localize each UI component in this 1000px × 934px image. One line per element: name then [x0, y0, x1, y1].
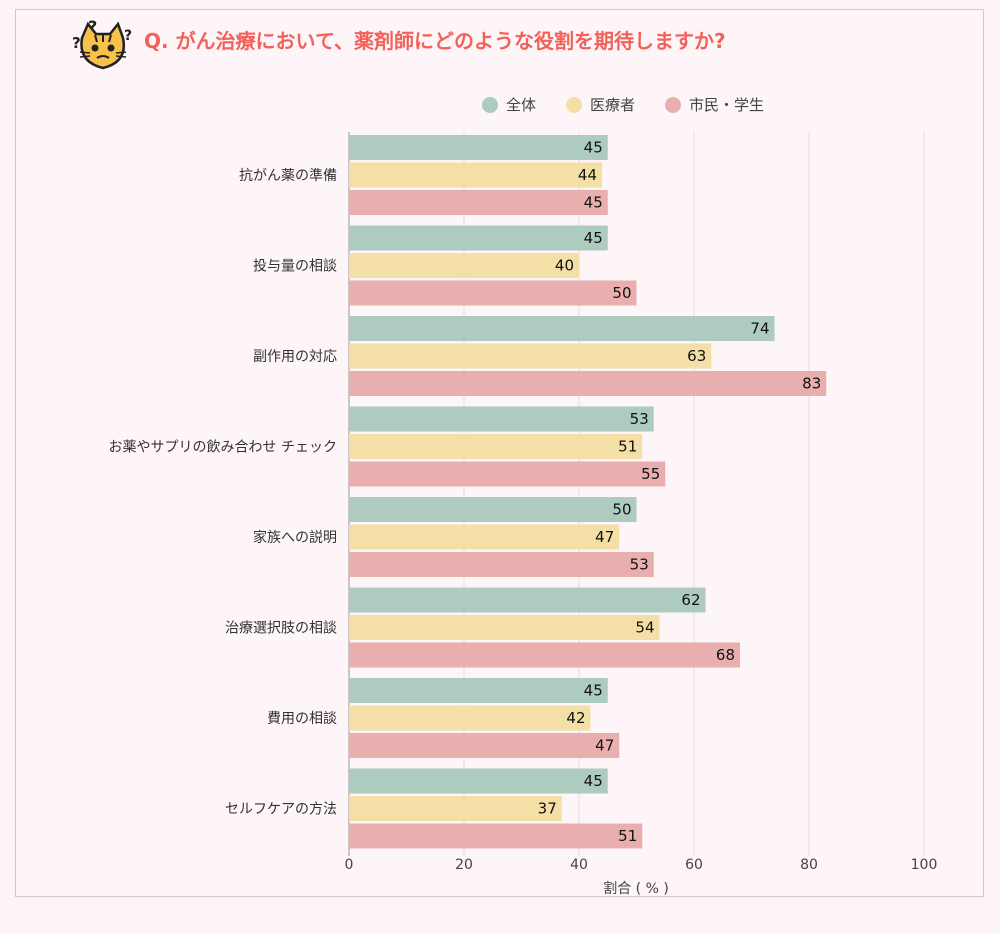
bar-medical	[349, 343, 712, 369]
data-label-overall: 62	[681, 591, 700, 609]
category-label: 抗がん薬の準備	[239, 168, 337, 184]
data-label-medical: 42	[566, 709, 585, 727]
data-label-citizen: 47	[595, 737, 614, 755]
legend-label-citizen: 市民・学生	[689, 96, 765, 114]
data-label-overall: 45	[584, 229, 603, 247]
data-label-overall: 45	[584, 772, 603, 790]
bar-citizen	[349, 190, 608, 215]
legend-swatch-overall	[482, 96, 498, 113]
bar-medical	[349, 615, 660, 640]
bar-medical	[349, 434, 643, 459]
svg-text:?: ?	[72, 34, 81, 52]
bar-medical	[349, 524, 620, 550]
bar-overall	[349, 225, 608, 251]
data-label-citizen: 53	[630, 556, 649, 574]
bar-citizen	[349, 733, 620, 758]
svg-text:?: ?	[88, 17, 97, 36]
bar-overall	[349, 497, 637, 522]
bar-citizen	[349, 552, 654, 577]
data-label-medical: 63	[687, 347, 706, 365]
legend-label-overall: 全体	[506, 96, 537, 114]
bar-overall	[349, 587, 706, 613]
x-tick-label: 60	[685, 857, 703, 873]
bar-medical	[349, 162, 602, 188]
data-label-overall: 53	[630, 410, 649, 428]
legend-label-medical: 医療者	[590, 96, 636, 114]
data-label-medical: 37	[538, 800, 557, 818]
category-label: お薬やサプリの飲み合わせ チェック	[109, 440, 337, 456]
bar-medical	[349, 705, 591, 731]
category-label: 副作用の対応	[253, 349, 337, 365]
data-label-citizen: 83	[802, 375, 821, 393]
data-label-medical: 44	[578, 166, 597, 184]
data-label-overall: 74	[750, 320, 769, 338]
x-tick-label: 20	[455, 857, 473, 873]
data-label-medical: 47	[595, 528, 614, 546]
data-label-medical: 54	[635, 619, 654, 637]
category-label: セルフケアの方法	[225, 802, 337, 818]
bar-citizen	[349, 280, 637, 306]
x-tick-label: 100	[911, 857, 938, 873]
x-tick-label: 80	[800, 857, 818, 873]
svg-text:?: ?	[124, 28, 132, 44]
data-label-citizen: 51	[618, 827, 637, 845]
data-label-citizen: 68	[716, 646, 735, 664]
bar-overall	[349, 678, 608, 703]
bar-medical	[349, 796, 562, 821]
category-label: 家族への説明	[253, 529, 337, 546]
confused-cat-icon: ? ? ?	[72, 17, 132, 70]
category-label: 治療選択肢の相談	[225, 620, 337, 637]
legend-swatch-medical	[566, 96, 583, 113]
category-label: 投与量の相談	[253, 259, 337, 275]
x-tick-label: 40	[570, 857, 588, 873]
legend-item-overall[interactable]: 全体	[482, 94, 536, 115]
bar-overall	[349, 768, 608, 794]
bar-citizen	[349, 823, 643, 849]
x-axis-title: 割合 ( % )	[603, 880, 669, 897]
bar-citizen	[349, 642, 740, 668]
data-label-citizen: 50	[612, 284, 631, 302]
legend-item-citizen[interactable]: 市民・学生	[665, 94, 764, 115]
bar-citizen	[349, 371, 827, 396]
legend-item-medical[interactable]: 医療者	[566, 94, 635, 115]
legend-swatch-citizen	[665, 96, 682, 113]
data-label-overall: 45	[584, 682, 603, 700]
data-label-medical: 51	[618, 438, 637, 456]
data-label-overall: 50	[612, 501, 631, 519]
title-row: ? ? ? Q. がん治療において、薬剤師にどのような役割を期待しますか?	[66, 8, 726, 78]
category-label: 費用の相談	[267, 711, 337, 727]
bar-overall	[349, 316, 775, 341]
data-label-citizen: 45	[584, 194, 603, 212]
data-label-overall: 45	[584, 139, 603, 157]
bar-overall	[349, 406, 654, 432]
chart-title: Q. がん治療において、薬剤師にどのような役割を期待しますか?	[144, 28, 726, 53]
x-tick-label: 0	[345, 857, 354, 873]
bar-overall	[349, 135, 608, 160]
data-label-citizen: 55	[641, 465, 660, 483]
data-label-medical: 40	[555, 257, 574, 275]
bar-citizen	[349, 461, 666, 487]
legend: 全体 医療者 市民・学生	[482, 94, 794, 115]
bar-medical	[349, 253, 579, 278]
